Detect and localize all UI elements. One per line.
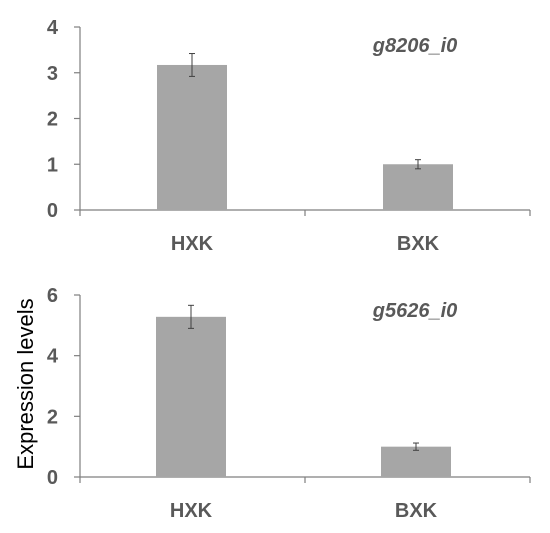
y-axis-title: Expression levels: [13, 298, 38, 469]
bar-bxk: [381, 446, 451, 477]
x-tick-label: BXK: [395, 500, 438, 522]
bar-bxk: [383, 164, 453, 210]
y-tick-label: 2: [47, 109, 58, 131]
y-tick-label: 2: [47, 406, 58, 428]
x-tick-label: HXK: [171, 233, 214, 255]
chart-panel-1: 0 1 2 3 4 HXK BXK g8206_i0: [47, 17, 531, 255]
gene-annotation: g5626_i0: [372, 300, 458, 322]
y-tick-label: 4: [47, 17, 59, 39]
y-tick-label: 3: [47, 63, 58, 85]
y-tick-label: 0: [47, 200, 58, 222]
y-tick-label: 6: [47, 285, 58, 307]
y-tick-label: 4: [47, 346, 59, 368]
x-tick-label: HXK: [170, 500, 213, 522]
y-tick-label: 0: [47, 467, 58, 489]
chart-panel-2: 0 2 4 6 HXK BXK g5626_i0: [47, 285, 531, 522]
x-tick-label: BXK: [397, 233, 440, 255]
y-tick-label: 1: [47, 154, 58, 176]
bar-hxk: [157, 64, 227, 210]
gene-annotation: g8206_i0: [372, 35, 458, 57]
bar-hxk: [156, 316, 226, 477]
